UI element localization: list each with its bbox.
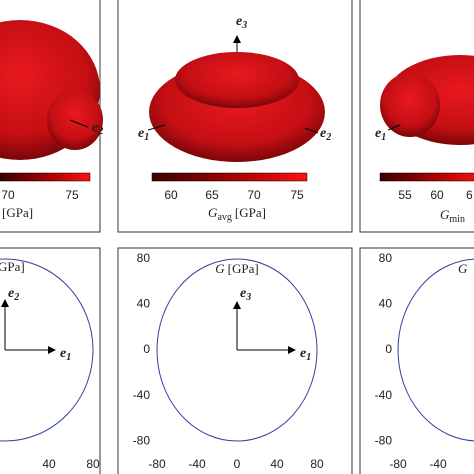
colorbar-tick: 75	[290, 188, 304, 202]
colorbar-tick: 70	[1, 188, 15, 202]
x-tick-label: -40	[188, 457, 206, 471]
vector-label: e1	[375, 126, 386, 143]
x-tick-label: 80	[86, 457, 100, 471]
y-tick-label: 0	[143, 342, 150, 356]
vector-label: e2	[8, 286, 19, 303]
axis-label: [GPa]	[2, 205, 33, 220]
y-tick-label: 80	[137, 251, 151, 265]
x-tick-label: -40	[429, 457, 447, 471]
circle	[156, 258, 318, 442]
y-tick-label: 80	[379, 251, 393, 265]
colorbar-tick: 6	[466, 188, 473, 202]
axis-label: Gmin	[440, 207, 465, 225]
y-tick-label: 40	[137, 297, 151, 311]
vector-label: e2	[320, 126, 331, 143]
y-tick-label: -40	[133, 388, 151, 402]
vector-line	[387, 124, 401, 131]
colorbar	[151, 172, 308, 182]
vector-label: e1	[60, 346, 71, 363]
colorbar-tick: 75	[65, 188, 79, 202]
circle	[397, 258, 474, 442]
colorbar-tick: 60	[164, 188, 178, 202]
colorbar-tick: 55	[398, 188, 412, 202]
y-tick-label: -40	[375, 388, 393, 402]
x-tick-label: 80	[310, 457, 324, 471]
vector-label: e3	[240, 286, 251, 303]
colorbar-tick: 60	[430, 188, 444, 202]
surface	[0, 20, 103, 160]
colorbar	[379, 172, 474, 182]
x-tick-label: -80	[389, 457, 407, 471]
colorbar-tick: 70	[247, 188, 261, 202]
surface	[149, 52, 325, 162]
vector-label: e2	[92, 120, 103, 137]
vector-label: e3	[236, 14, 247, 31]
axis-label: Gavg [GPa]	[208, 205, 266, 223]
circle	[0, 258, 94, 442]
y-tick-label: -80	[133, 433, 151, 447]
vector-label: e1	[138, 126, 149, 143]
panel-title: G [GPa]	[215, 261, 258, 276]
panel-title: G	[458, 261, 468, 276]
y-tick-label: 40	[379, 297, 393, 311]
y-tick-label: -80	[375, 433, 393, 447]
colorbar-tick: 65	[205, 188, 219, 202]
colorbar	[0, 172, 91, 182]
vector-line	[147, 124, 166, 131]
panel-title: GPa]	[0, 259, 25, 274]
y-tick-label: 0	[385, 342, 392, 356]
vector-line	[304, 127, 319, 134]
vector-line	[69, 119, 89, 128]
vector-label: e1	[300, 346, 311, 363]
x-tick-label: 0	[234, 457, 241, 471]
surface	[380, 55, 474, 145]
x-tick-label: 40	[42, 457, 56, 471]
x-tick-label: -80	[148, 457, 166, 471]
x-tick-label: 40	[270, 457, 284, 471]
